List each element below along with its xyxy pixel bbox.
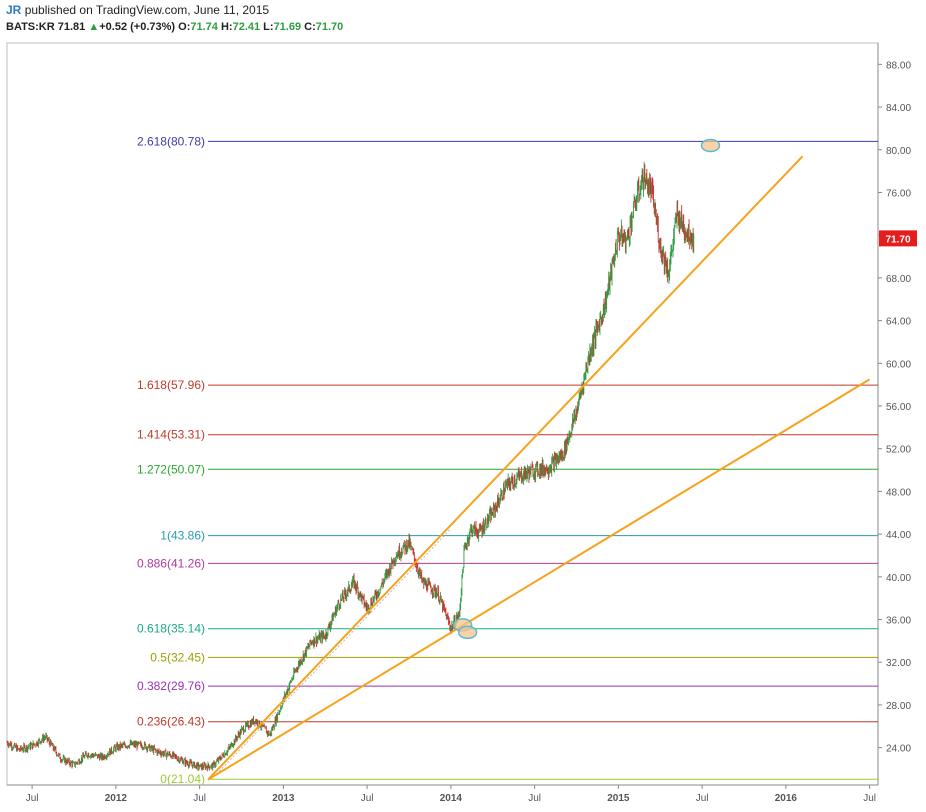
trend-line [207, 155, 804, 781]
fib-level-label: 2.618(80.78) [137, 134, 205, 148]
x-tick-label: Jul [193, 793, 206, 804]
x-tick-label: Jul [26, 793, 39, 804]
fib-level-label: 0.618(35.14) [137, 622, 205, 636]
published-text: published on TradingView.com, June 11, 2… [24, 3, 270, 17]
y-tick-label: 28.00 [886, 701, 911, 712]
publish-info: JR published on TradingView.com, June 11… [6, 3, 269, 17]
fib-level-label: 1.618(57.96) [137, 378, 205, 392]
x-tick-label: 2014 [440, 793, 463, 804]
fib-level-label: 0.5(32.45) [150, 650, 205, 664]
x-tick-label: 2015 [607, 793, 630, 804]
y-tick-label: 60.00 [886, 359, 911, 370]
fib-level-label: 0(21.04) [160, 772, 205, 786]
y-tick-label: 68.00 [886, 274, 911, 285]
y-tick-label: 32.00 [886, 658, 911, 669]
plot-area [6, 42, 879, 786]
y-tick-label: 76.00 [886, 188, 911, 199]
up-arrow-icon: ▲ [88, 21, 100, 33]
x-tick-label: 2012 [105, 793, 128, 804]
x-tick-label: Jul [696, 793, 709, 804]
y-tick-label: 56.00 [886, 402, 911, 413]
x-tick-label: Jul [361, 793, 374, 804]
symbol-name: BATS:KR [6, 21, 55, 33]
y-tick-label: 24.00 [886, 744, 911, 755]
high-value: 72.41 [232, 21, 261, 33]
y-tick-label: 64.00 [886, 317, 911, 328]
close-label: C: [304, 21, 316, 33]
y-tick-label: 48.00 [886, 487, 911, 498]
fib-level-label: 0.236(26.43) [137, 715, 205, 729]
fib-level-label: 1(43.86) [160, 529, 205, 543]
close-value: 71.70 [315, 21, 344, 33]
symbol-info: BATS:KR 71.81 ▲+0.52 (+0.73%) O:71.74 H:… [6, 21, 343, 33]
last-price-badge [879, 230, 917, 247]
x-tick-label: Jul [528, 793, 541, 804]
y-tick-label: 40.00 [886, 573, 911, 584]
highlight-marker [700, 138, 721, 153]
low-value: 71.69 [273, 21, 302, 33]
author-name[interactable]: JR [6, 3, 22, 17]
change-value: +0.52 (+0.73%) [99, 21, 176, 33]
open-value: 71.74 [190, 21, 218, 33]
x-tick-label: 2013 [272, 793, 295, 804]
fib-level-label: 1.414(53.31) [137, 428, 205, 442]
high-label: H: [220, 21, 233, 33]
trend-line [207, 378, 871, 781]
y-tick-label: 52.00 [886, 445, 911, 456]
fib-level-label: 1.272(50.07) [137, 462, 205, 476]
x-tick-label: Jul [863, 793, 876, 804]
y-tick-label: 36.00 [886, 616, 911, 627]
fib-level-label: 0.886(41.26) [137, 556, 205, 570]
open-label: O: [178, 21, 191, 33]
y-tick-label: 84.00 [886, 103, 911, 114]
y-tick-label: 88.00 [886, 60, 911, 71]
last-price-label: 71.70 [885, 234, 910, 245]
highlight-marker [457, 625, 478, 640]
y-tick-label: 44.00 [886, 530, 911, 541]
last-price: 71.81 [57, 21, 86, 33]
x-tick-label: 2016 [775, 793, 798, 804]
fib-level-label: 0.382(29.76) [137, 679, 205, 693]
y-tick-label: 80.00 [886, 146, 911, 157]
guide-line [216, 528, 452, 775]
low-label: L: [263, 21, 274, 33]
